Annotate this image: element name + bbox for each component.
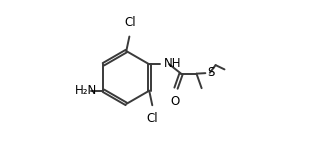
Text: NH: NH xyxy=(164,57,181,70)
Text: S: S xyxy=(207,66,215,79)
Text: Cl: Cl xyxy=(124,16,136,29)
Text: Cl: Cl xyxy=(147,112,158,125)
Text: O: O xyxy=(170,95,180,108)
Text: H₂N: H₂N xyxy=(75,84,97,97)
